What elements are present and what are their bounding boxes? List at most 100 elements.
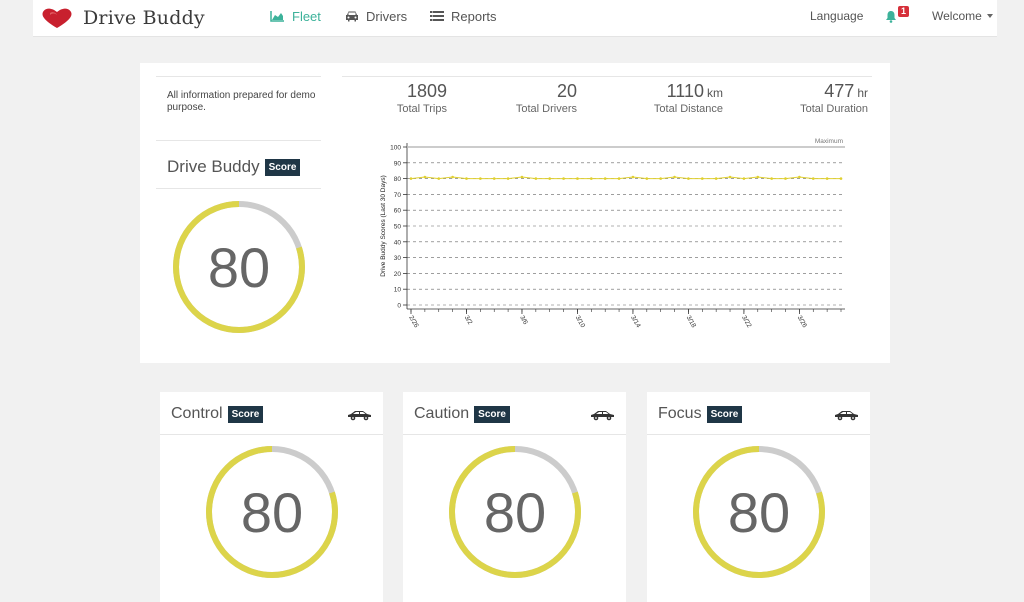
x-tick-label: 3/22 bbox=[740, 315, 753, 330]
stat-label: Total Trips bbox=[396, 103, 447, 115]
caret-down-icon bbox=[986, 14, 993, 18]
stat-label: Total Distance bbox=[653, 103, 723, 115]
card-header: Caution Score bbox=[403, 392, 626, 435]
stat-value: 1809 bbox=[406, 81, 447, 101]
focus-score-gauge: 80 bbox=[691, 444, 827, 580]
summary-title: Drive Buddy Score bbox=[167, 157, 301, 177]
score-data-point bbox=[756, 175, 760, 179]
score-line-chart: 0 10 20 30 40 50 60 70 80 90 100 Maximum Drive Buddy… bbox=[380, 138, 845, 330]
y-tick-label: 40 bbox=[394, 239, 402, 246]
stat-total-duration: 477 hr Total Duration bbox=[800, 81, 868, 115]
gauge-ring bbox=[206, 446, 338, 578]
score-series-line bbox=[410, 176, 841, 180]
card-title-text: Control bbox=[171, 405, 223, 422]
caution-score-value: 80 bbox=[483, 480, 547, 544]
overall-score-value: 80 bbox=[207, 235, 271, 299]
summary-card: All information prepared for demo purpos… bbox=[140, 63, 890, 363]
y-tick-label: 70 bbox=[394, 192, 402, 199]
gauge-fill bbox=[693, 446, 825, 578]
card-title: Focus Score bbox=[658, 405, 743, 423]
score-data-point bbox=[437, 177, 441, 180]
x-tick-label: 3/2 bbox=[463, 315, 474, 327]
summary-title-text: Drive Buddy bbox=[167, 157, 260, 176]
score-data-point bbox=[631, 175, 635, 179]
score-data-point bbox=[811, 177, 815, 180]
focus-score-card: Focus Score 80 bbox=[647, 392, 870, 602]
stat-label: Total Duration bbox=[800, 103, 868, 115]
score-data-point bbox=[576, 177, 579, 180]
y-tick-label: 30 bbox=[394, 255, 402, 262]
y-tick-label: 10 bbox=[394, 287, 402, 294]
language-label: Language bbox=[810, 9, 864, 23]
brand[interactable]: Drive Buddy bbox=[41, 4, 205, 32]
y-tick-label: 0 bbox=[397, 303, 401, 310]
nav-fleet-label: Fleet bbox=[292, 8, 321, 24]
control-score-gauge: 80 bbox=[204, 444, 340, 580]
score-data-point bbox=[548, 177, 552, 180]
y-tick-label: 100 bbox=[390, 145, 401, 152]
card-title-text: Caution bbox=[414, 405, 470, 422]
stat-value: 1110 bbox=[666, 81, 704, 101]
nav-fleet[interactable]: Fleet bbox=[270, 0, 321, 32]
car-side-icon bbox=[835, 411, 858, 421]
x-tick-label: 3/10 bbox=[574, 315, 587, 330]
score-data-point bbox=[784, 177, 787, 180]
score-data-point bbox=[534, 177, 538, 180]
stat-value: 20 bbox=[556, 81, 577, 101]
score-data-point bbox=[506, 177, 510, 180]
gauge-fill bbox=[173, 201, 305, 333]
notification-count: 1 bbox=[898, 6, 910, 17]
car-side-icon bbox=[591, 411, 614, 421]
y-tick-label: 60 bbox=[394, 208, 402, 215]
y-axis-label: Drive Buddy Scores (Last 30 Days) bbox=[380, 175, 387, 277]
score-badge: Score bbox=[474, 405, 510, 423]
gauge-fill bbox=[206, 446, 338, 578]
score-data-point bbox=[520, 175, 524, 179]
card-title: Caution Score bbox=[414, 405, 510, 423]
score-data-point bbox=[479, 177, 482, 180]
area-chart-icon bbox=[270, 11, 284, 22]
y-tick-label: 90 bbox=[394, 160, 402, 167]
score-data-point bbox=[409, 177, 413, 180]
stat-total-trips: 1809 Total Trips bbox=[397, 81, 447, 115]
score-data-point bbox=[562, 177, 565, 180]
score-data-point bbox=[825, 177, 829, 180]
caution-score-card: Caution Score 80 bbox=[403, 392, 626, 602]
stat-unit: km bbox=[707, 86, 723, 100]
score-data-point bbox=[700, 177, 704, 180]
car-side-icon bbox=[348, 411, 371, 421]
car-icon bbox=[346, 11, 358, 22]
control-score-value: 80 bbox=[240, 480, 304, 544]
score-data-point bbox=[645, 177, 649, 180]
score-data-point bbox=[798, 175, 801, 179]
divider bbox=[156, 76, 321, 77]
top-navbar: Drive Buddy Fleet Drivers Reports Langua… bbox=[33, 0, 997, 37]
score-data-point bbox=[839, 177, 843, 180]
nav-reports[interactable]: Reports bbox=[430, 0, 497, 32]
score-data-point bbox=[423, 175, 427, 179]
gauge-ring bbox=[173, 201, 305, 333]
score-data-point bbox=[590, 177, 593, 180]
divider bbox=[156, 188, 321, 189]
x-tick-label: 3/14 bbox=[629, 315, 642, 330]
language-dropdown[interactable]: Language bbox=[810, 0, 863, 32]
welcome-dropdown[interactable]: Welcome bbox=[932, 0, 993, 32]
score-data-point bbox=[603, 177, 607, 180]
nav-drivers[interactable]: Drivers bbox=[345, 0, 407, 32]
score-data-point bbox=[742, 177, 746, 180]
notifications-button[interactable]: 1 bbox=[885, 0, 910, 32]
card-header: Focus Score bbox=[647, 392, 870, 435]
gauge-ring bbox=[449, 446, 581, 578]
overall-score-gauge: 80 bbox=[171, 199, 307, 335]
nav-drivers-label: Drivers bbox=[366, 8, 408, 24]
stat-value: 477 bbox=[824, 81, 855, 101]
y-tick-label: 20 bbox=[394, 271, 402, 278]
score-data-point bbox=[617, 177, 621, 180]
score-data-point bbox=[492, 177, 496, 180]
score-badge: Score bbox=[264, 158, 301, 176]
x-tick-label: 3/6 bbox=[518, 315, 529, 327]
card-header: Control Score bbox=[160, 392, 383, 435]
divider bbox=[156, 140, 321, 141]
bell-icon bbox=[886, 10, 896, 23]
score-badge: Score bbox=[706, 405, 743, 423]
